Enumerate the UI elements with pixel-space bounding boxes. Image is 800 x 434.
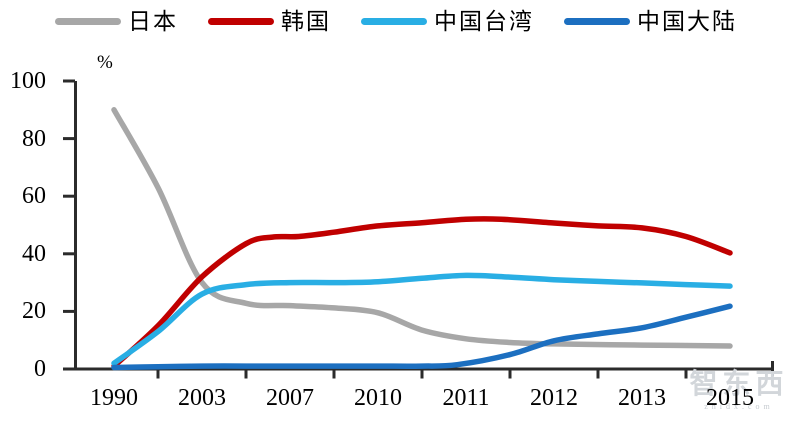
x-axis-tick-label: 2011 xyxy=(442,385,490,411)
y-axis-unit-label: % xyxy=(97,52,113,73)
series-line-mainland-china xyxy=(111,303,733,371)
legend-label: 中国大陆 xyxy=(637,8,737,34)
legend-line-swatch-mainland-china xyxy=(564,17,630,25)
x-axis-tick-label: 2015 xyxy=(706,385,754,411)
legend-line-swatch-taiwan-china xyxy=(361,17,427,25)
y-axis-tick-label: 100 xyxy=(10,68,46,94)
series-line-korea xyxy=(111,216,733,369)
x-axis-tick-label: 1990 xyxy=(90,385,138,411)
watermark: 智东西 zhidx.com xyxy=(682,369,796,411)
watermark-domain: zhidx.com xyxy=(704,402,774,412)
legend-line-swatch-japan xyxy=(55,17,121,25)
x-axis-tick-label: 2012 xyxy=(530,385,578,411)
legend-item-korea: 韩国 xyxy=(208,10,331,33)
legend-item-mainland-china: 中国大陆 xyxy=(564,10,737,33)
legend-label: 中国台湾 xyxy=(434,8,534,34)
x-axis-tick-label: 2010 xyxy=(354,385,402,411)
series-line-taiwan-china xyxy=(111,272,733,366)
legend: 日本 韩国 中国台湾 中国大陆 xyxy=(55,4,737,38)
legend-item-taiwan-china: 中国台湾 xyxy=(361,10,534,33)
legend-line-swatch-korea xyxy=(208,17,274,25)
y-axis-tick-label: 20 xyxy=(22,298,46,325)
x-axis-tick-label: 2007 xyxy=(266,385,314,411)
y-axis-tick-label: 60 xyxy=(22,183,46,210)
legend-label: 日本 xyxy=(128,8,178,34)
watermark-logo: 智东西 xyxy=(689,369,789,400)
x-axis-tick-label: 2003 xyxy=(178,385,226,411)
x-axis-tick-label: 2013 xyxy=(618,385,666,411)
legend-label: 韩国 xyxy=(281,8,331,34)
series-line-japan xyxy=(111,107,733,349)
y-axis-tick-label: 0 xyxy=(34,356,46,382)
legend-item-japan: 日本 xyxy=(55,10,178,33)
y-axis-tick-label: 80 xyxy=(22,125,46,152)
y-axis-tick-label: 40 xyxy=(22,240,46,267)
